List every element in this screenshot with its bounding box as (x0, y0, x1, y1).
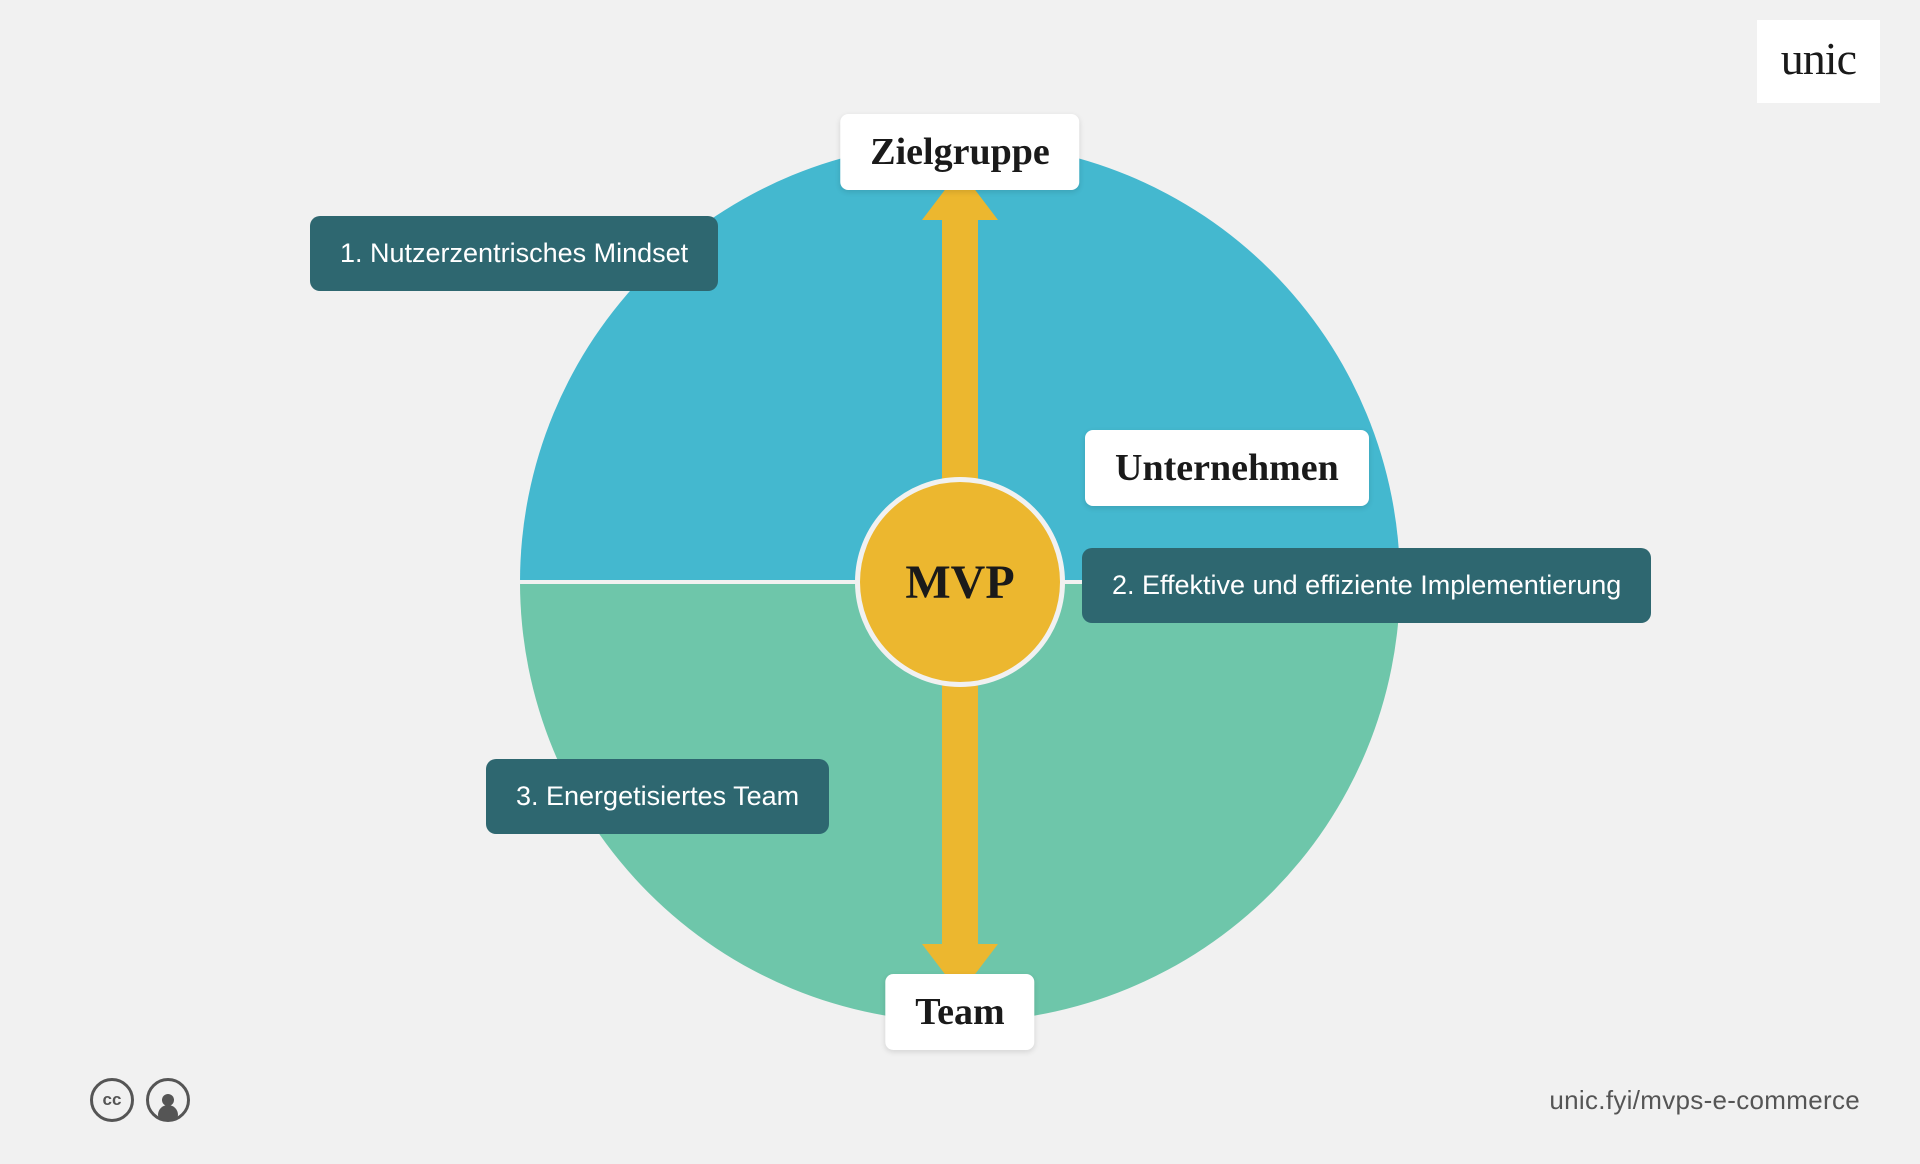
person-glyph (162, 1094, 174, 1106)
label-team: Team (885, 974, 1034, 1050)
arrow-up-bar (942, 214, 978, 514)
mvp-diagram: MVP Zielgruppe Unternehmen Team 1. Nutze… (520, 142, 1400, 1022)
label-unternehmen: Unternehmen (1085, 430, 1369, 506)
license-icons: cc (90, 1078, 190, 1122)
attribution-icon (146, 1078, 190, 1122)
brand-logo: unic (1757, 20, 1880, 103)
footer-link: unic.fyi/mvps-e-commerce (1549, 1085, 1860, 1116)
arrow-down-bar (942, 650, 978, 950)
center-circle: MVP (855, 477, 1065, 687)
cc-text: cc (103, 1090, 122, 1110)
callout-3: 3. Energetisiertes Team (486, 759, 829, 834)
callout-1: 1. Nutzerzentrisches Mindset (310, 216, 718, 291)
callout-2: 2. Effektive und effiziente Implementier… (1082, 548, 1651, 623)
center-label: MVP (905, 555, 1014, 610)
cc-icon: cc (90, 1078, 134, 1122)
label-zielgruppe: Zielgruppe (840, 114, 1079, 190)
